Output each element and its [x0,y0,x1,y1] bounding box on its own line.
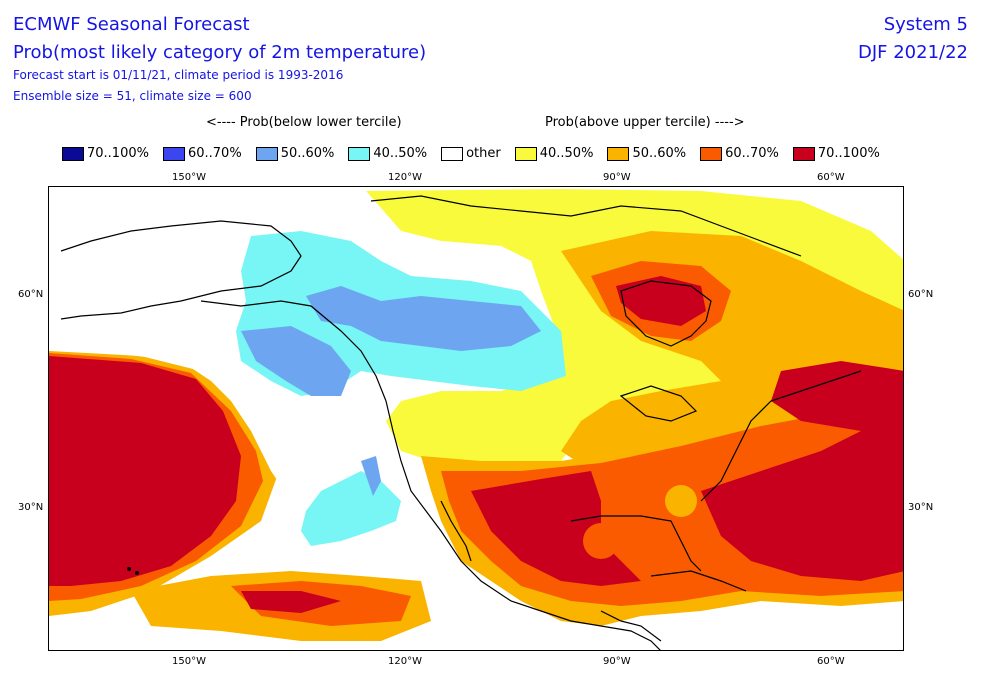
legend-item: 50..60% [255,146,335,161]
lat-tick-label: 60°N [908,289,934,300]
legend-label: 70..100% [817,146,880,161]
lon-tick-label: 60°W [817,656,845,667]
legend-item: 40..50% [514,146,594,161]
baja [440,500,472,562]
legend-swatch [255,146,278,161]
legend-swatch [792,146,815,161]
legend-item: 60..70% [700,146,779,161]
alaska-south-coast [200,300,387,402]
legend-item: 40..50% [348,146,427,161]
map-title: ECMWF Seasonal Forecast [13,14,250,35]
legend-swatch [700,146,723,161]
forecast-start-info: Forecast start is 01/11/21, climate peri… [13,68,344,82]
atlantic-darkred [701,402,903,581]
legend-label: 40..50% [539,146,594,161]
season-label: DJF 2021/22 [857,42,968,63]
legend-swatch [348,146,371,161]
lon-tick-label: 60°W [817,172,845,183]
legend-swatch [607,146,630,161]
pacific-blue-strip [361,456,381,496]
gulf-cool-spot [583,523,619,559]
lat-tick-label: 30°N [18,502,44,513]
arctic-islands [370,195,802,257]
cuba [650,570,747,592]
west-coast [385,400,661,650]
legend-swatch [514,146,537,161]
legend-label: 50..60% [632,146,687,161]
lon-tick-label: 90°W [603,172,631,183]
hudson-darkred [616,276,706,326]
map-canvas [49,189,903,650]
legend-label: 60..70% [725,146,779,161]
gulf-coast [570,515,702,572]
east-coast [700,370,862,502]
legend-swatch [62,146,84,161]
legend-item: 70..100% [62,146,149,161]
forecast-map [48,186,904,651]
florida-spot [665,485,697,517]
ensemble-info: Ensemble size = 51, climate size = 600 [13,89,252,103]
legend-swatch [441,146,464,161]
lat-tick-label: 60°N [18,289,44,300]
legend-label: 60..70% [187,146,242,161]
pacific-warm-70-100 [49,356,241,586]
lon-tick-label: 90°W [603,656,631,667]
lon-tick-label: 120°W [388,172,422,183]
hawaii [127,567,131,571]
lon-tick-label: 150°W [172,172,206,183]
coastlines [60,195,862,650]
northwest-blue-2 [306,286,541,351]
alaska-coast [60,220,302,320]
legend-label: 70..100% [87,146,149,161]
map-subtitle: Prob(most likely category of 2m temperat… [13,42,427,63]
legend-above-heading: Prob(above upper tercile) ----> [545,115,745,130]
lon-tick-label: 120°W [388,656,422,667]
hudson-bay [620,280,712,347]
legend-below-heading: <---- Prob(below lower tercile) [206,115,402,130]
legend-label: 40..50% [373,146,428,161]
lat-tick-label: 30°N [908,502,934,513]
legend-item: 70..100% [792,146,880,161]
central-america [600,610,662,642]
northwest-blue-1 [241,326,351,396]
legend-item: 60..70% [162,146,242,161]
legend-item: other [441,146,501,161]
legend-item: 50..60% [607,146,686,161]
system-label: System 5 [883,14,968,35]
legend: 70..100% 60..70% 50..60% 40..50% other 4… [62,146,894,161]
hawaii [135,571,139,575]
northeast-darkred [771,361,903,431]
legend-swatch [162,146,185,161]
legend-label: other [466,146,501,161]
legend-label: 50..60% [280,146,335,161]
lon-tick-label: 150°W [172,656,206,667]
pacific-low-darkred [241,591,341,613]
great-lakes [619,385,698,422]
